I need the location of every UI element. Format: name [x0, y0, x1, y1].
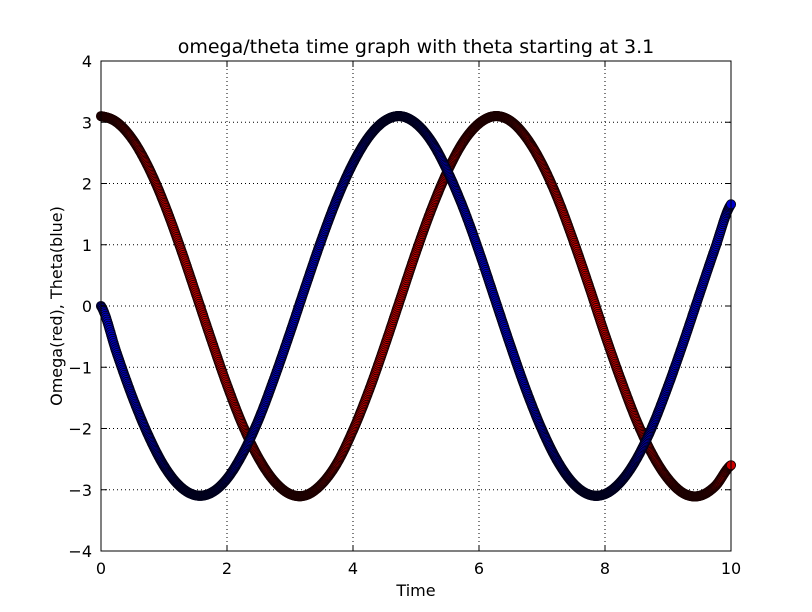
- series-omega: [95, 111, 737, 502]
- y-tick-label: −3: [68, 481, 92, 500]
- series-layer: [95, 111, 737, 502]
- x-tick-label: 2: [222, 559, 232, 578]
- y-tick-label: −1: [68, 358, 92, 377]
- x-tick-label: 4: [348, 559, 358, 578]
- grid: [101, 61, 731, 551]
- y-axis-label: Omega(red), Theta(blue): [47, 206, 66, 406]
- ticks: 0 2 4 6 8 10 −4 −3 −2 −1 0 1 2 3 4: [68, 52, 741, 578]
- x-tick-label: 6: [474, 559, 484, 578]
- y-tick-label: 1: [82, 236, 92, 255]
- y-tick-label: 4: [82, 52, 92, 71]
- y-tick-label: 2: [82, 175, 92, 194]
- y-tick-label: −2: [68, 420, 92, 439]
- x-tick-label: 10: [721, 559, 741, 578]
- series-theta: [95, 111, 737, 501]
- x-tick-label: 0: [96, 559, 106, 578]
- y-tick-label: 3: [82, 113, 92, 132]
- y-tick-label: −4: [68, 542, 92, 561]
- x-tick-label: 8: [600, 559, 610, 578]
- x-axis-label: Time: [395, 581, 435, 600]
- chart-title: omega/theta time graph with theta starti…: [178, 36, 655, 58]
- y-tick-label: 0: [82, 297, 92, 316]
